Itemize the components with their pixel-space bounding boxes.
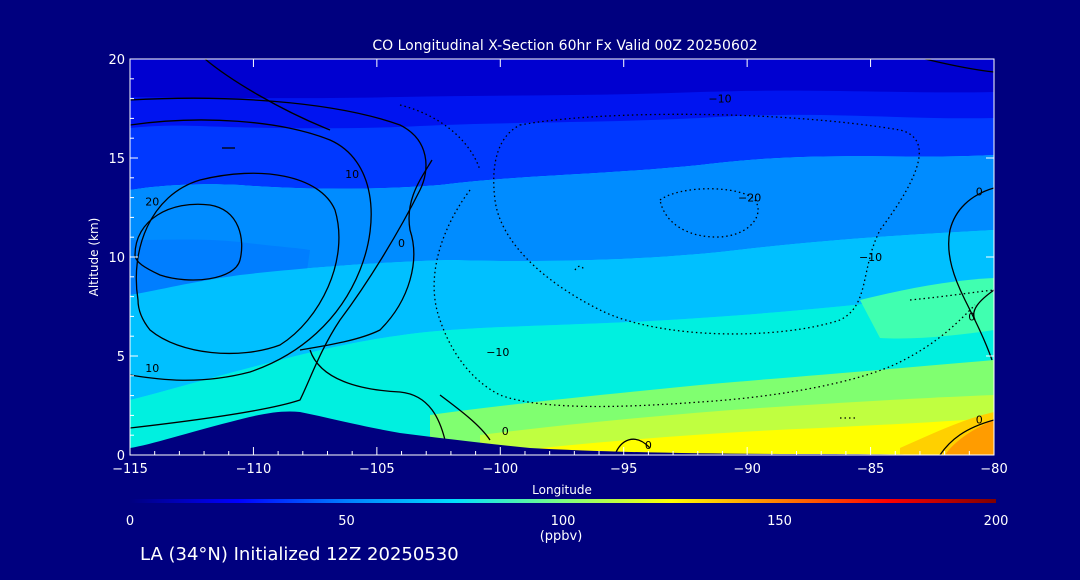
- contour-label: 10: [345, 168, 359, 181]
- chart-title: CO Longitudinal X-Section 60hr Fx Valid …: [372, 38, 757, 54]
- colorbar-tick-label: 100: [551, 514, 576, 529]
- x-tick-label: −105: [359, 462, 395, 477]
- y-axis-label: Altitude (km): [87, 218, 101, 297]
- x-axis: −115 −110 −105 −100 −95 −90 −85 −80: [112, 59, 1008, 477]
- y-tick-label: 20: [108, 53, 125, 68]
- contour-label: 0: [968, 310, 975, 323]
- colorbar: [130, 499, 996, 503]
- co-anomaly-contours: [130, 59, 994, 455]
- contour-label: 10: [145, 362, 159, 375]
- colorbar-tick-label: 0: [126, 514, 134, 529]
- y-tick-label: 10: [108, 251, 125, 266]
- y-tick-label: 0: [117, 449, 125, 464]
- colorbar-tick-label: 200: [984, 514, 1009, 529]
- contour-label: 0: [976, 186, 983, 199]
- colorbar-ticks: 0 50 100 150 200: [126, 514, 1009, 529]
- x-tick-label: −110: [236, 462, 272, 477]
- contour-label: −10: [486, 346, 509, 359]
- x-tick-label: −95: [610, 462, 637, 477]
- y-tick-label: 5: [117, 350, 125, 365]
- y-tick-label: 15: [108, 152, 125, 167]
- initialization-label: LA (34°N) Initialized 12Z 20250530: [140, 544, 459, 565]
- contour-label: −10: [859, 251, 882, 264]
- contour-label: −20: [738, 192, 761, 205]
- x-tick-label: −100: [482, 462, 518, 477]
- y-axis: 0 5 10 15 20: [108, 53, 994, 464]
- contour-label: 0: [645, 439, 652, 452]
- terrain-mask: [130, 411, 994, 455]
- contour-label: 0: [398, 237, 405, 250]
- x-tick-label: −115: [112, 462, 148, 477]
- contour-label: 0: [976, 413, 983, 426]
- x-tick-label: −80: [980, 462, 1007, 477]
- contour-label: −10: [708, 93, 731, 106]
- x-tick-label: −90: [733, 462, 760, 477]
- colorbar-tick-label: 150: [767, 514, 792, 529]
- contour-labels: 20 10 10 0 −10 −10 −20 −10 0 0 0 0 0: [145, 93, 982, 453]
- colorbar-unit: (ppbv): [540, 529, 583, 544]
- x-axis-label: Longitude: [532, 483, 592, 497]
- contour-label: 20: [145, 196, 159, 209]
- contour-label: 0: [502, 425, 509, 438]
- co-negative-contours: [399, 104, 994, 419]
- x-tick-label: −85: [857, 462, 884, 477]
- colorbar-tick-label: 50: [338, 514, 355, 529]
